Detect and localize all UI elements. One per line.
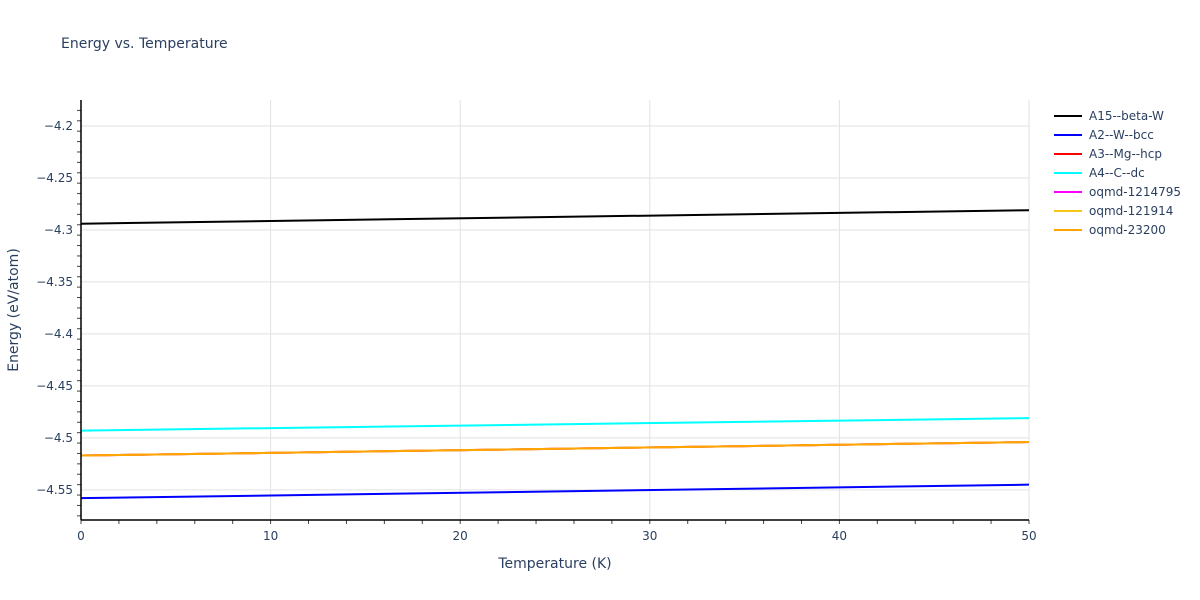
series-line-A2--W--bcc[interactable] [80,483,1030,500]
legend-line-icon [1054,114,1082,117]
legend-label: oqmd-23200 [1089,222,1166,237]
legend-label: A4--C--dc [1089,165,1145,180]
legend-line-icon [1054,152,1082,155]
x-tick-label: 50 [1021,529,1036,543]
legend-item[interactable]: A4--C--dc [1054,163,1181,182]
legend-line-icon [1054,228,1082,231]
y-tick-label: −4.5 [44,431,73,445]
legend-item[interactable]: oqmd-121914 [1054,201,1181,220]
legend-label: A3--Mg--hcp [1089,146,1162,161]
x-tick-label: 30 [642,529,657,543]
y-tick-label: −4.3 [44,223,73,237]
legend-item[interactable]: A15--beta-W [1054,106,1181,125]
x-tick-label: 10 [263,529,278,543]
x-axis-title: Temperature (K) [497,556,611,572]
x-tick-label: 40 [832,529,847,543]
legend-item[interactable]: A3--Mg--hcp [1054,144,1181,163]
series-line-A4--C--dc[interactable] [80,417,1030,432]
y-tick-label: −4.4 [44,327,73,341]
legend-item[interactable]: A2--W--bcc [1054,125,1181,144]
legend-label: A15--beta-W [1089,108,1164,123]
legend: A15--beta-W A2--W--bcc A3--Mg--hcp A4--C--d… [1054,106,1181,239]
legend-label: oqmd-1214795 [1089,184,1182,199]
y-tick-label: −4.25 [36,171,73,185]
series-line-oqmd-23200[interactable] [80,441,1030,457]
y-tick-label: −4.55 [36,483,73,497]
legend-line-icon [1054,133,1082,136]
x-tick-label: 0 [77,529,85,543]
legend-label: A2--W--bcc [1089,127,1154,142]
legend-line-icon [1054,209,1082,212]
y-tick-label: −4.35 [36,275,73,289]
y-tick-label: −4.2 [44,119,73,133]
legend-line-icon [1054,190,1082,193]
y-tick-label: −4.45 [36,379,73,393]
legend-item[interactable]: oqmd-1214795 [1054,182,1181,201]
chart-title: Energy vs. Temperature [61,36,228,52]
legend-label: oqmd-121914 [1089,203,1174,218]
gridlines [81,100,1030,520]
legend-line-icon [1054,171,1082,174]
series-lines [80,209,1030,500]
series-line-A15--beta-W[interactable] [80,209,1030,225]
legend-item[interactable]: oqmd-23200 [1054,220,1181,239]
axes: 0 10 20 30 40 50 −4.2 −4.25 −4.3 −4.35 −4.4 −4.45 −4… [36,100,1037,543]
y-axis-title: Energy (eV/atom) [6,248,22,372]
x-tick-label: 20 [453,529,468,543]
